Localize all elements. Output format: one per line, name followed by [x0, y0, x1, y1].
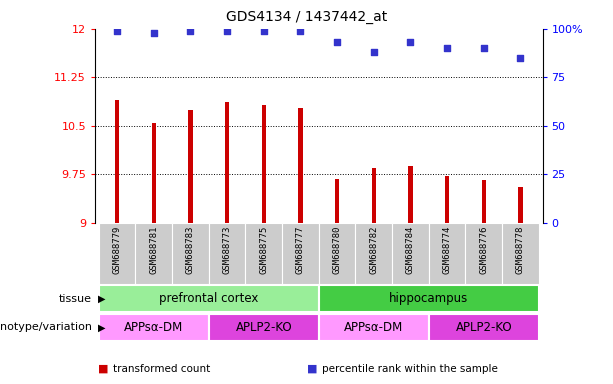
Text: GDS4134 / 1437442_at: GDS4134 / 1437442_at [226, 10, 387, 23]
Bar [262, 105, 266, 223]
Bar [172, 223, 208, 284]
Text: ■: ■ [306, 364, 317, 374]
Point [516, 55, 525, 61]
Text: hippocampus: hippocampus [389, 292, 468, 305]
Point [442, 45, 452, 51]
Bar [99, 313, 208, 341]
Bar [392, 223, 429, 284]
Text: GSM688774: GSM688774 [443, 226, 452, 274]
Bar [371, 168, 376, 223]
Bar [208, 313, 319, 341]
Text: APPsα-DM: APPsα-DM [124, 321, 183, 334]
Text: GSM688779: GSM688779 [113, 226, 121, 274]
Bar [465, 223, 502, 284]
Text: tissue: tissue [59, 293, 92, 304]
Bar [502, 223, 539, 284]
Bar [225, 102, 229, 223]
Text: GSM688782: GSM688782 [369, 226, 378, 274]
Text: GSM688783: GSM688783 [186, 226, 195, 274]
Text: percentile rank within the sample: percentile rank within the sample [322, 364, 498, 374]
Bar [319, 313, 429, 341]
Point [222, 28, 232, 34]
Bar [99, 285, 319, 313]
Point [295, 28, 305, 34]
Point [479, 45, 489, 51]
Text: APLP2-KO: APLP2-KO [235, 321, 292, 334]
Bar [151, 122, 156, 223]
Bar [356, 223, 392, 284]
Bar [408, 167, 413, 223]
Text: genotype/variation: genotype/variation [0, 322, 92, 333]
Bar [319, 285, 539, 313]
Bar [135, 223, 172, 284]
Text: GSM688776: GSM688776 [479, 226, 489, 274]
Text: ▶: ▶ [98, 293, 105, 304]
Bar [282, 223, 319, 284]
Text: transformed count: transformed count [113, 364, 211, 374]
Bar [445, 176, 449, 223]
Text: GSM688773: GSM688773 [223, 226, 232, 274]
Bar [482, 180, 486, 223]
Text: GSM688775: GSM688775 [259, 226, 268, 274]
Point [149, 30, 159, 36]
Text: GSM688777: GSM688777 [296, 226, 305, 274]
Point [369, 49, 379, 55]
Bar [429, 313, 539, 341]
Bar [319, 223, 356, 284]
Text: GSM688780: GSM688780 [333, 226, 341, 274]
Bar [298, 108, 303, 223]
Text: ■: ■ [98, 364, 109, 374]
Bar [99, 223, 135, 284]
Bar [115, 100, 119, 223]
Bar [335, 179, 340, 223]
Bar [429, 223, 465, 284]
Bar [188, 109, 192, 223]
Bar [245, 223, 282, 284]
Text: prefrontal cortex: prefrontal cortex [159, 292, 259, 305]
Text: ▶: ▶ [98, 322, 105, 333]
Text: GSM688784: GSM688784 [406, 226, 415, 274]
Point [259, 28, 268, 34]
Text: GSM688781: GSM688781 [149, 226, 158, 274]
Point [332, 39, 342, 45]
Text: APPsα-DM: APPsα-DM [344, 321, 403, 334]
Bar [519, 187, 523, 223]
Point [186, 28, 196, 34]
Text: GSM688778: GSM688778 [516, 226, 525, 274]
Bar [208, 223, 245, 284]
Point [112, 28, 122, 34]
Point [406, 39, 416, 45]
Text: APLP2-KO: APLP2-KO [455, 321, 512, 334]
